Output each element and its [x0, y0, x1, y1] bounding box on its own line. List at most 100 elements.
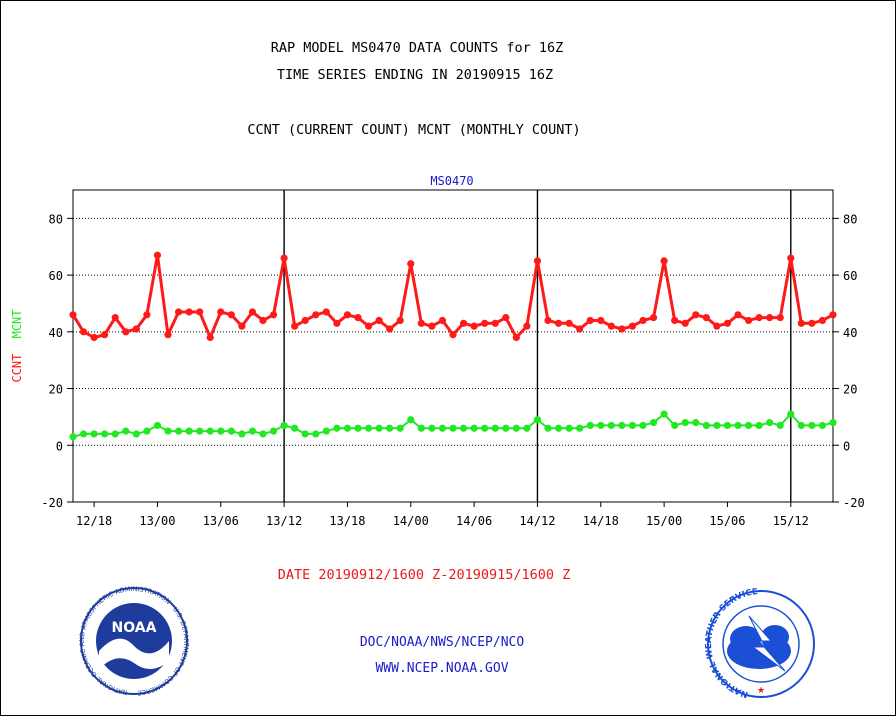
y-tick-label-right: 0	[843, 439, 850, 453]
data-point-mcnt	[259, 430, 267, 438]
data-point-mcnt	[533, 416, 542, 424]
data-point-mcnt	[343, 424, 352, 432]
y-axis-label: CCNT MCNT	[10, 309, 24, 382]
data-point-ccnt	[164, 331, 172, 339]
nws-lightning-icon	[748, 615, 786, 672]
data-point-mcnt	[470, 424, 478, 432]
data-point-ccnt	[111, 314, 119, 322]
data-point-mcnt	[428, 424, 436, 432]
data-point-ccnt	[333, 319, 341, 327]
data-point-ccnt	[217, 308, 225, 316]
data-point-mcnt	[744, 421, 753, 430]
data-point-mcnt	[69, 433, 77, 441]
data-point-mcnt	[280, 421, 288, 430]
data-point-mcnt	[238, 430, 246, 438]
noaa-logo: NATIONAL OCEANIC AND ATMOSPHERIC ADMINIS…	[78, 585, 190, 697]
data-point-ccnt	[829, 311, 837, 319]
data-point-ccnt	[533, 257, 542, 265]
data-point-ccnt	[375, 316, 383, 325]
data-point-mcnt	[132, 430, 140, 438]
noaa-bird-shape	[99, 638, 169, 670]
x-tick-label: 14/00	[393, 514, 429, 528]
data-point-ccnt	[248, 308, 257, 316]
data-point-ccnt	[438, 316, 447, 325]
data-point-ccnt	[755, 314, 763, 322]
data-point-mcnt	[111, 430, 119, 438]
data-point-ccnt	[386, 325, 394, 333]
data-point-ccnt	[502, 314, 510, 322]
data-point-mcnt	[829, 418, 837, 427]
data-point-ccnt	[597, 316, 605, 325]
data-point-ccnt	[628, 322, 637, 330]
data-point-mcnt	[766, 418, 774, 427]
data-point-mcnt	[554, 424, 563, 432]
data-point-mcnt	[153, 421, 162, 430]
grid-lines	[73, 217, 833, 446]
x-tick-label: 13/12	[266, 514, 302, 528]
y-tick-label-right: 80	[843, 212, 857, 226]
data-point-mcnt	[808, 421, 816, 430]
data-point-ccnt	[396, 316, 404, 325]
data-point-mcnt	[618, 421, 626, 430]
data-point-ccnt	[153, 251, 162, 259]
data-point-ccnt	[259, 316, 267, 325]
data-point-ccnt	[143, 311, 151, 319]
data-point-ccnt	[787, 254, 795, 262]
data-point-mcnt	[248, 427, 257, 435]
nws-star-icon: ★	[757, 686, 765, 696]
x-tick-label: 15/00	[646, 514, 682, 528]
data-point-mcnt	[818, 421, 827, 430]
chart-title: MS0470	[430, 174, 473, 188]
data-point-ccnt	[417, 319, 425, 327]
data-point-ccnt	[238, 322, 246, 330]
y-tick-label-right: 20	[843, 383, 857, 397]
header-line-2: TIME SERIES ENDING IN 20190915 16Z	[277, 67, 553, 83]
data-point-ccnt	[818, 316, 827, 325]
header-line-1: RAP MODEL MS0470 DATA COUNTS for 16Z	[271, 40, 564, 56]
data-point-ccnt	[122, 328, 130, 336]
data-point-mcnt	[523, 424, 531, 432]
data-point-mcnt	[607, 421, 615, 430]
data-point-mcnt	[269, 427, 278, 435]
data-point-mcnt	[649, 418, 658, 427]
data-point-mcnt	[544, 424, 552, 432]
data-point-mcnt	[90, 430, 98, 438]
data-point-ccnt	[586, 316, 594, 325]
data-point-ccnt	[470, 322, 478, 330]
data-point-mcnt	[459, 424, 468, 432]
data-point-ccnt	[702, 314, 710, 322]
y-tick-label: 60	[49, 269, 63, 283]
data-point-ccnt	[576, 325, 584, 333]
data-point-ccnt	[744, 316, 753, 325]
data-point-mcnt	[692, 418, 700, 427]
x-tick-label: 13/18	[329, 514, 365, 528]
x-tick-label: 15/06	[709, 514, 745, 528]
data-point-mcnt	[122, 427, 130, 435]
data-point-ccnt	[692, 311, 700, 319]
data-point-ccnt	[713, 322, 721, 330]
y-tick-label-right: -20	[843, 496, 865, 510]
noaa-inner-disc	[96, 603, 172, 679]
data-point-ccnt	[491, 319, 499, 327]
data-point-ccnt	[428, 322, 436, 330]
y-axis-label-ccnt: CCNT	[10, 354, 24, 383]
data-point-ccnt	[69, 311, 77, 319]
data-point-ccnt	[618, 325, 626, 333]
data-point-mcnt	[671, 421, 679, 430]
data-point-mcnt	[502, 424, 510, 432]
series-layer	[69, 251, 837, 441]
data-point-mcnt	[449, 424, 457, 432]
x-tick-label: 12/18	[76, 514, 112, 528]
data-point-mcnt	[787, 410, 795, 418]
data-point-ccnt	[607, 322, 615, 330]
header-line-3: CCNT (CURRENT COUNT) MCNT (MONTHLY COUNT…	[247, 122, 580, 138]
footer-org: DOC/NOAA/NWS/NCEP/NCO	[360, 635, 525, 650]
y-tick-label: 40	[49, 326, 63, 340]
data-point-mcnt	[597, 421, 605, 430]
data-point-mcnt	[491, 424, 499, 432]
data-point-ccnt	[649, 314, 658, 322]
y-tick-label: 0	[56, 439, 63, 453]
footer-url[interactable]: WWW.NCEP.NOAA.GOV	[375, 661, 508, 676]
data-point-mcnt	[375, 424, 383, 432]
data-point-ccnt	[776, 314, 784, 322]
